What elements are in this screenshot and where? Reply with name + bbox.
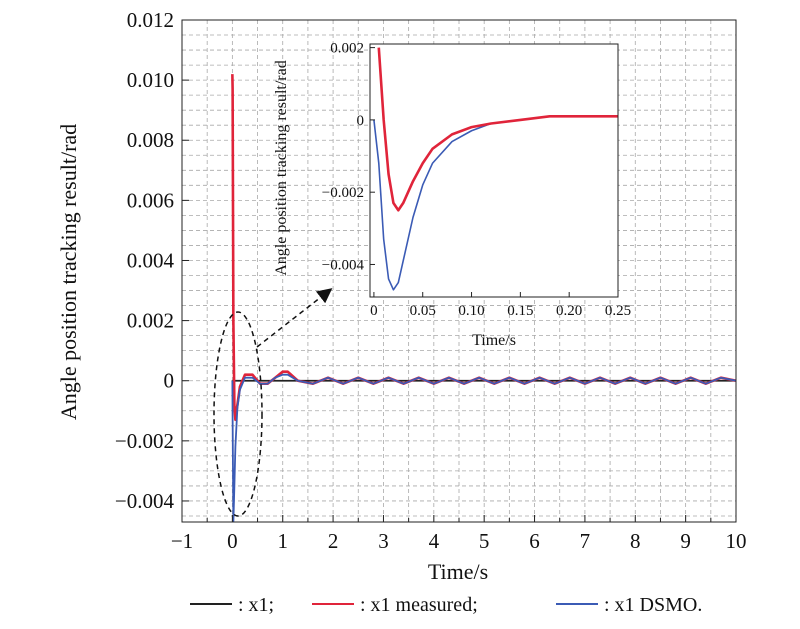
y-tick-label: 0.012 xyxy=(127,8,174,32)
series-line-x1-dsmo xyxy=(231,373,736,522)
x-tick-label: 3 xyxy=(378,529,389,553)
inset-series-line-x1-measured xyxy=(377,47,618,212)
inset-y-tick-label: −0.004 xyxy=(322,257,365,273)
inset-x-tick-label: 0.15 xyxy=(507,303,533,319)
x-tick-label: 7 xyxy=(580,529,591,553)
x-tick-label: 1 xyxy=(277,529,288,553)
main-x-axis-label: Time/s xyxy=(428,559,488,584)
inset-x-tick-label: 0.05 xyxy=(410,303,436,319)
inset-frame xyxy=(369,43,619,298)
legend-label-x1-dsmo: : x1 DSMO. xyxy=(604,594,702,616)
main-y-axis-label: Angle position tracking result/rad xyxy=(56,124,81,420)
y-tick-label: 0 xyxy=(164,369,175,393)
inset-ticks: 0 0.05 0.10 0.15 0.20 0.25 0.002 0 −0.002 −0.004 xyxy=(322,41,631,319)
x-tick-label: −1 xyxy=(171,529,193,553)
inset-x-tick-label: 0.10 xyxy=(458,303,484,319)
main-plot-area xyxy=(231,74,736,522)
inset-y-tick-label: 0.002 xyxy=(330,41,364,57)
x-tick-label: 0 xyxy=(227,529,238,553)
legend: : x1; : x1 measured; : x1 DSMO. xyxy=(190,594,702,616)
inset-x-tick-label: 0.25 xyxy=(605,303,631,319)
y-tick-label: 0.006 xyxy=(127,188,174,212)
inset-x-tick-label: 0.20 xyxy=(556,303,582,319)
inset-x-axis-label: Time/s xyxy=(472,332,516,349)
x-tick-label: 2 xyxy=(328,529,339,553)
inset-y-tick-label: −0.002 xyxy=(322,185,364,201)
x-tick-label: 8 xyxy=(630,529,641,553)
y-tick-label: 0.008 xyxy=(127,128,174,152)
x-tick-label: 9 xyxy=(680,529,691,553)
zoom-arrow xyxy=(256,288,333,348)
x-tick-label: 4 xyxy=(429,529,440,553)
legend-label-x1-measured: : x1 measured; xyxy=(360,594,478,616)
inset-background xyxy=(370,44,618,297)
inset-plot-area xyxy=(373,47,618,291)
inset-x-tick-label: 0 xyxy=(370,303,378,319)
x-tick-label: 6 xyxy=(529,529,540,553)
main-ticks: −1 0 1 2 3 4 5 6 7 8 9 10 0.012 0.010 0.008 0.006 0.004 0… xyxy=(115,8,747,553)
y-tick-label: −0.004 xyxy=(115,489,175,513)
y-tick-label: −0.002 xyxy=(115,429,174,453)
x-tick-label: 5 xyxy=(479,529,490,553)
legend-label-x1: : x1; xyxy=(238,594,274,616)
x-tick-label: 10 xyxy=(726,529,747,553)
inset-y-axis-label: Angle position tracking result/rad xyxy=(273,60,290,276)
inset-y-tick-label: 0 xyxy=(357,113,365,129)
y-tick-label: 0.010 xyxy=(127,68,174,92)
y-tick-label: 0.004 xyxy=(127,248,175,272)
y-tick-label: 0.002 xyxy=(127,309,174,333)
zoom-region-ellipse xyxy=(213,311,263,517)
